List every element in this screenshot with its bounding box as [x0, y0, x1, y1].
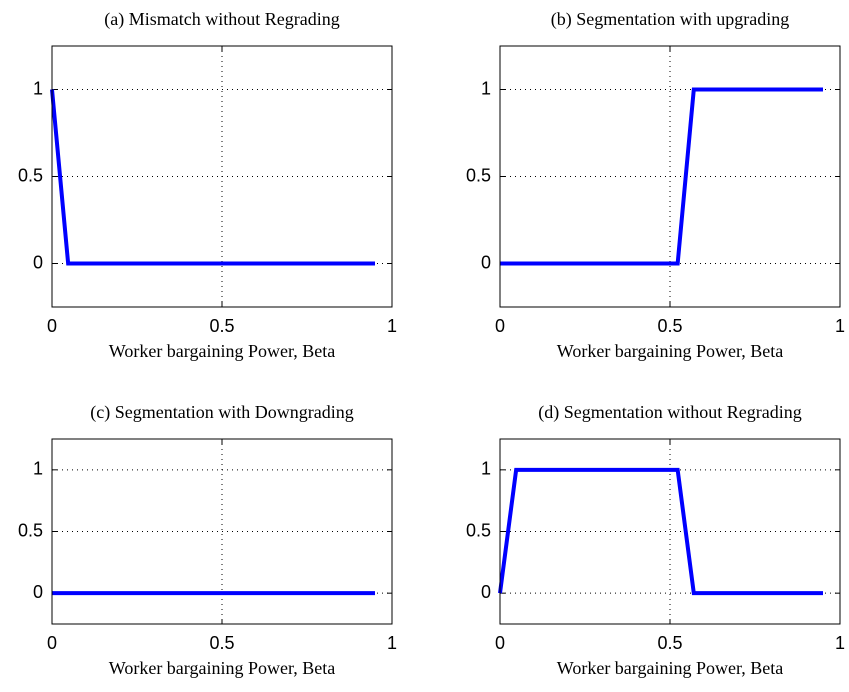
plot-frame [499, 438, 841, 625]
y-tick-label: 1 [33, 459, 43, 479]
x-tick-label: 0 [47, 316, 57, 336]
x-tick-label: 1 [835, 633, 845, 653]
y-tick-label: 1 [33, 78, 43, 98]
x-tick-label: 0 [495, 633, 505, 653]
x-axis-label: Worker bargaining Power, Beta [557, 341, 783, 361]
x-tick-label: 0.5 [657, 316, 682, 336]
x-tick-label: 0.5 [209, 316, 234, 336]
x-tick-label: 0 [47, 633, 57, 653]
panel-title: (c) Segmentation with Downgrading [90, 402, 353, 423]
y-tick-label: 0.5 [466, 520, 491, 540]
y-tick-label: 1 [481, 78, 491, 98]
y-tick-label: 0 [33, 252, 43, 272]
y-tick-label: 0 [481, 582, 491, 602]
data-line [50, 89, 375, 266]
x-tick-label: 1 [835, 316, 845, 336]
x-axis-label: Worker bargaining Power, Beta [109, 341, 335, 361]
plot-frame [51, 45, 393, 308]
x-axis-label: Worker bargaining Power, Beta [557, 658, 783, 678]
x-tick-label: 0.5 [209, 633, 234, 653]
data-line [498, 467, 823, 596]
y-tick-label: 0 [33, 582, 43, 602]
panel-title: (a) Mismatch without Regrading [104, 9, 339, 30]
x-tick-label: 0 [495, 316, 505, 336]
plot-frame [499, 45, 841, 308]
y-tick-label: 0.5 [18, 520, 43, 540]
y-tick-label: 0 [481, 252, 491, 272]
x-axis-label: Worker bargaining Power, Beta [109, 658, 335, 678]
y-tick-label: 1 [481, 459, 491, 479]
x-tick-label: 1 [387, 316, 397, 336]
plot-frame [51, 438, 393, 625]
x-tick-label: 1 [387, 633, 397, 653]
y-tick-label: 0.5 [18, 165, 43, 185]
y-tick-label: 0.5 [466, 165, 491, 185]
panel-title: (d) Segmentation without Regrading [538, 402, 801, 423]
data-line [500, 87, 823, 266]
x-tick-label: 0.5 [657, 633, 682, 653]
panel-title: (b) Segmentation with upgrading [551, 9, 789, 30]
